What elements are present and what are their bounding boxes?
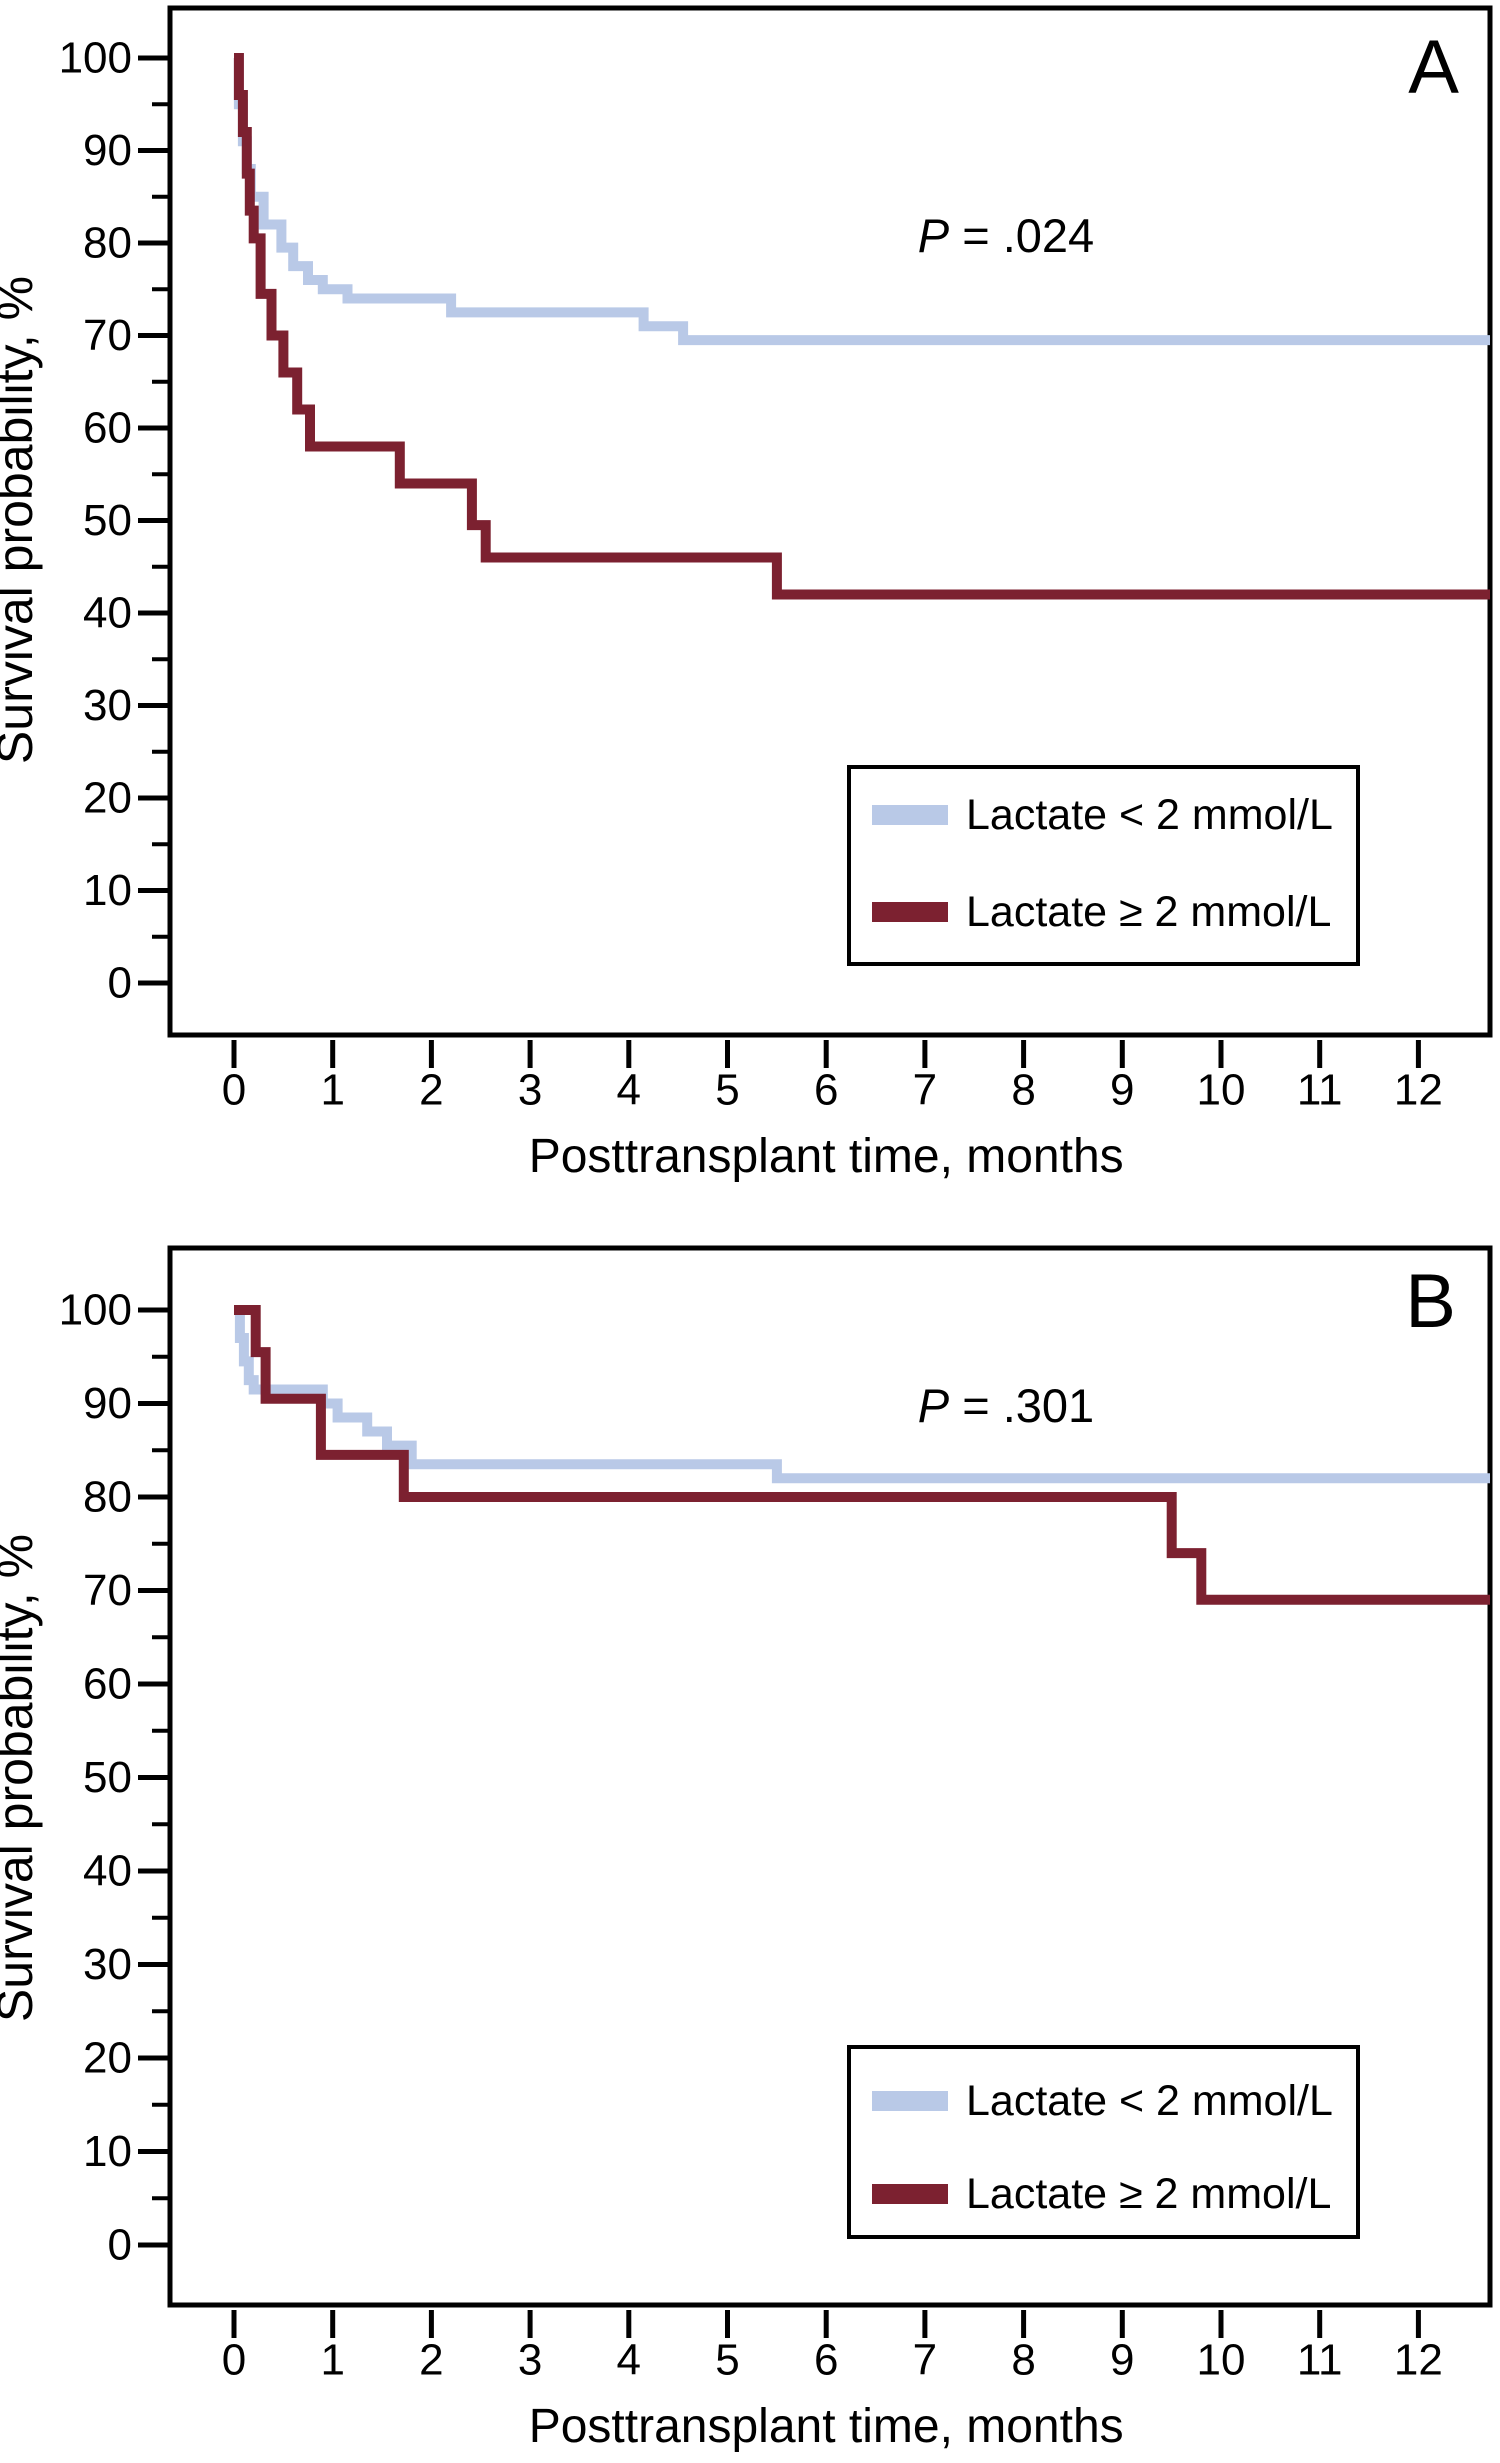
panel-letter: A	[1408, 25, 1459, 110]
y-axis-tick-label: 20	[83, 2034, 132, 2083]
y-axis-tick-label: 60	[83, 404, 132, 453]
y-axis-tick-label: 10	[83, 2127, 132, 2176]
y-axis-tick-label: 50	[83, 1753, 132, 1802]
x-axis-tick-label: 8	[1011, 2336, 1035, 2385]
y-axis-tick-label: 100	[59, 1286, 132, 1335]
x-axis-tick-label: 0	[222, 2336, 246, 2385]
x-axis-title: Posttransplant time, months	[529, 1130, 1124, 1183]
legend-label: Lactate ≥ 2 mmol/L	[966, 2170, 1331, 2218]
y-axis-tick-label: 80	[83, 219, 132, 268]
y-axis-tick-label: 40	[83, 589, 132, 638]
legend-box	[847, 2045, 1360, 2239]
panel-letter: B	[1405, 1259, 1456, 1344]
x-axis-tick-label: 1	[320, 1066, 344, 1115]
y-axis-tick-label: 0	[108, 2221, 132, 2270]
x-axis-tick-label: 12	[1394, 1066, 1443, 1115]
x-axis-tick-label: 6	[814, 2336, 838, 2385]
x-axis-tick-label: 4	[617, 2336, 641, 2385]
km-curve-lactate-ge2	[234, 1305, 1490, 1605]
x-axis-tick-label: 8	[1011, 1066, 1035, 1115]
legend-swatch-lactate-ge2	[872, 2184, 948, 2204]
legend-swatch-lactate-lt2	[872, 805, 948, 825]
p-value-number: = .024	[949, 209, 1094, 262]
y-axis-title: Survival probability, %	[0, 1534, 43, 2022]
x-axis-tick-label: 11	[1297, 2336, 1343, 2385]
legend-label: Lactate < 2 mmol/L	[966, 2077, 1333, 2125]
y-axis-tick-label: 70	[83, 311, 132, 360]
x-axis-title: Posttransplant time, months	[529, 2400, 1124, 2453]
x-axis-tick-label: 5	[715, 1066, 739, 1115]
legend: Lactate < 2 mmol/L Lactate ≥ 2 mmol/L	[847, 2045, 1360, 2239]
x-axis-tick-label: 5	[715, 2336, 739, 2385]
x-axis-tick-label: 3	[518, 1066, 542, 1115]
x-axis-tick-label: 7	[913, 1066, 937, 1115]
x-axis-tick-label: 10	[1197, 1066, 1246, 1115]
x-axis-tick-label: 9	[1110, 2336, 1134, 2385]
x-axis-tick-label: 12	[1394, 2336, 1443, 2385]
y-axis-tick-label: 0	[108, 959, 132, 1008]
km-curve-lactate-lt2	[234, 1305, 1490, 1484]
p-value-number: = .301	[949, 1379, 1094, 1432]
y-axis-tick-label: 40	[83, 1847, 132, 1896]
x-axis-tick-label: 11	[1297, 1066, 1343, 1115]
p-value-symbol: P	[918, 1379, 950, 1432]
y-axis-tick-label: 100	[59, 34, 132, 83]
legend-swatch-lactate-ge2	[872, 902, 948, 922]
y-axis-title: Survival probability, %	[0, 276, 43, 764]
y-axis-tick-label: 70	[83, 1566, 132, 1615]
x-axis-tick-label: 1	[320, 2336, 344, 2385]
y-axis-tick-label: 90	[83, 126, 132, 175]
x-axis-tick-label: 0	[222, 1066, 246, 1115]
p-value-annotation: P = .024	[918, 209, 1094, 262]
legend-label: Lactate ≥ 2 mmol/L	[966, 888, 1331, 936]
x-axis-tick-label: 9	[1110, 1066, 1134, 1115]
legend-box	[847, 765, 1360, 966]
x-axis-tick-label: 10	[1197, 2336, 1246, 2385]
legend: Lactate < 2 mmol/L Lactate ≥ 2 mmol/L	[847, 765, 1360, 966]
y-axis-tick-label: 10	[83, 866, 132, 915]
x-axis-tick-label: 2	[419, 1066, 443, 1115]
x-axis-tick-label: 4	[617, 1066, 641, 1115]
x-axis-tick-label: 3	[518, 2336, 542, 2385]
x-axis-tick-label: 6	[814, 1066, 838, 1115]
y-axis-tick-label: 90	[83, 1379, 132, 1428]
y-axis-tick-label: 30	[83, 681, 132, 730]
p-value-symbol: P	[918, 209, 950, 262]
y-axis-tick-label: 60	[83, 1660, 132, 1709]
x-axis-tick-label: 2	[419, 2336, 443, 2385]
legend-swatch-lactate-lt2	[872, 2091, 948, 2111]
x-axis-tick-label: 7	[913, 2336, 937, 2385]
y-axis-tick-label: 50	[83, 496, 132, 545]
y-axis-tick-label: 80	[83, 1473, 132, 1522]
p-value-annotation: P = .301	[918, 1379, 1094, 1432]
km-curve-lactate-ge2	[233, 53, 1490, 600]
legend-label: Lactate < 2 mmol/L	[966, 791, 1333, 839]
y-axis-tick-label: 30	[83, 1940, 132, 1989]
y-axis-tick-label: 20	[83, 774, 132, 823]
